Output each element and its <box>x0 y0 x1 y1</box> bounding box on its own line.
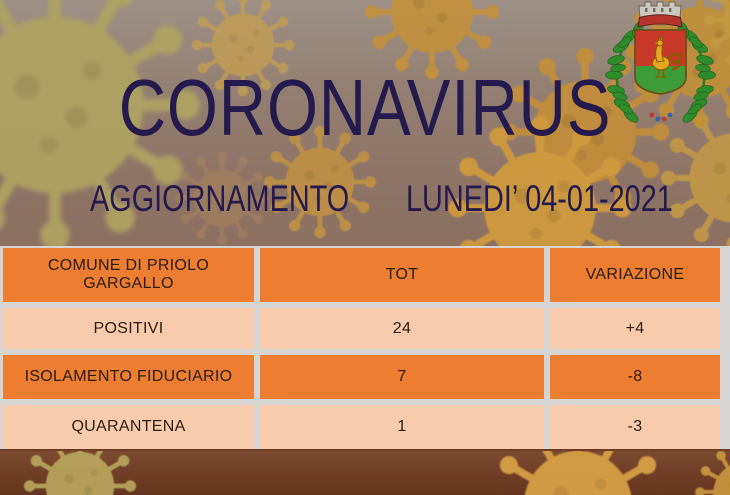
table-header-variazione: VARIAZIONE <box>550 248 720 302</box>
table-header-comune: COMUNE DI PRIOLO GARGALLO <box>3 248 254 302</box>
mural-crown-icon <box>637 1 683 28</box>
rooster-icon <box>652 35 682 78</box>
date-label: LUNEDI’ 04-01-2021 <box>406 178 673 219</box>
row-isolamento-label: ISOLAMENTO FIDUCIARIO <box>3 355 254 399</box>
row-quarantena-variazione: -3 <box>550 405 720 449</box>
shield-icon <box>634 29 687 95</box>
table-header-tot: TOT <box>260 248 544 302</box>
virus-icon <box>695 445 730 495</box>
page-title: CORONAVIRUS <box>118 63 612 152</box>
subtitle-row: AGGIORNAMENTO LUNEDI’ 04-01-2021 <box>0 178 730 219</box>
row-isolamento-tot: 7 <box>260 355 544 399</box>
row-positivi-label: POSITIVI <box>3 308 254 349</box>
row-isolamento-variazione: -8 <box>550 355 720 399</box>
row-quarantena-tot: 1 <box>260 405 544 449</box>
row-positivi-tot: 24 <box>260 308 544 349</box>
update-label: AGGIORNAMENTO <box>90 178 350 219</box>
covid-data-table: COMUNE DI PRIOLO GARGALLO TOT VARIAZIONE… <box>0 246 730 451</box>
ribbon-knot-icon <box>649 112 673 122</box>
row-positivi-variazione: +4 <box>550 308 720 349</box>
coat-of-arms-priolo-gargallo <box>605 1 716 123</box>
laurel-wreath-icon <box>605 21 716 123</box>
row-quarantena-label: QUARANTENA <box>3 405 254 449</box>
